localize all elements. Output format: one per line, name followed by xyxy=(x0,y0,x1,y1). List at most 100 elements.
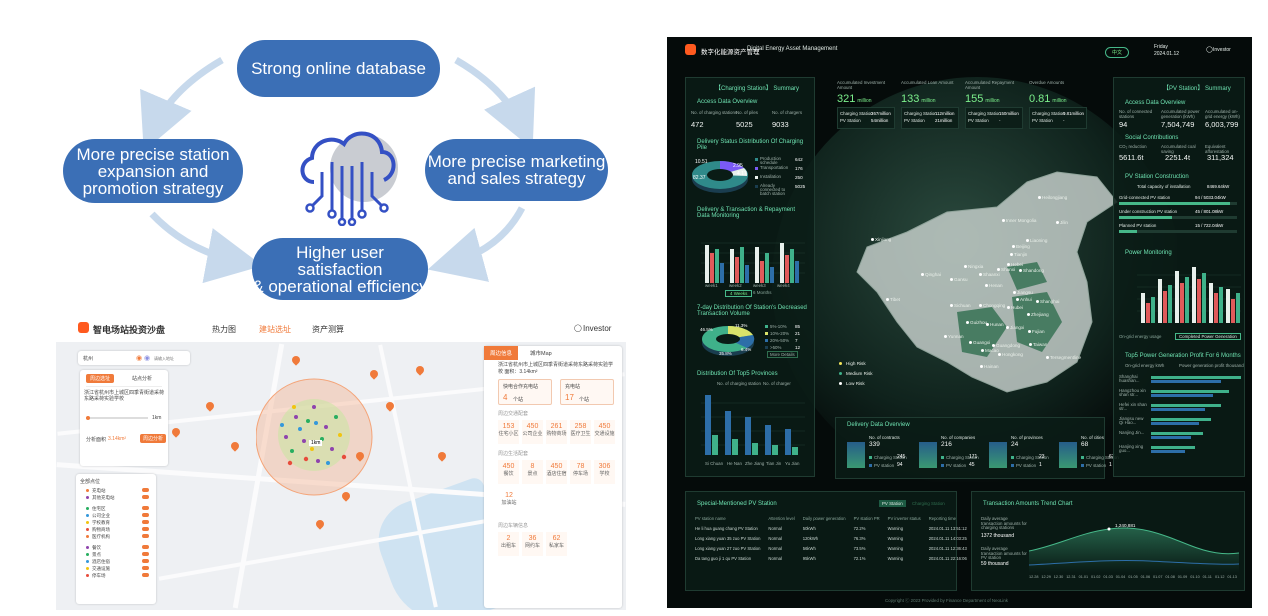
city-marker[interactable] xyxy=(921,273,924,276)
city-marker[interactable] xyxy=(1046,356,1049,359)
city-select[interactable]: 杭州 xyxy=(83,356,94,362)
city-marker[interactable] xyxy=(1027,313,1030,316)
capacity-value: 8469.64kW xyxy=(1207,184,1230,189)
station-pin[interactable] xyxy=(204,400,216,412)
legend-toggle[interactable] xyxy=(142,559,149,563)
x-tick-label: 01.12 xyxy=(1215,575,1225,579)
station-pin[interactable] xyxy=(170,426,182,438)
city-marker[interactable] xyxy=(1010,253,1013,256)
legend-toggle[interactable] xyxy=(142,520,149,524)
card-charging-stations[interactable]: 充电站 17 个站 xyxy=(560,379,614,405)
station-pin[interactable] xyxy=(414,364,426,376)
city-marker[interactable] xyxy=(979,304,982,307)
legend-toggle[interactable] xyxy=(142,566,149,570)
stat-item: 36 网约车 xyxy=(522,532,543,556)
legend-toggle[interactable] xyxy=(142,506,149,510)
nav-site-selection[interactable]: 建站选址 xyxy=(259,325,291,334)
toggle-6-months[interactable]: 6 Months xyxy=(753,290,772,295)
legend-toggle[interactable] xyxy=(142,545,149,549)
tab-city-map[interactable]: 城市Map xyxy=(530,351,552,357)
city-marker[interactable] xyxy=(1013,291,1016,294)
city-marker[interactable] xyxy=(1019,269,1022,272)
city-marker[interactable] xyxy=(950,278,953,281)
city-marker[interactable] xyxy=(992,344,995,347)
nav-heatmap[interactable]: 热力图 xyxy=(212,325,236,334)
city-marker[interactable] xyxy=(871,238,874,241)
toggle-on-grid[interactable]: On-grid energy usage xyxy=(1119,334,1162,339)
city-marker[interactable] xyxy=(1007,263,1010,266)
stat-label: 加油站 xyxy=(501,500,517,506)
stat-value: 450 xyxy=(502,463,515,470)
city-marker[interactable] xyxy=(980,365,983,368)
legend-toggle[interactable] xyxy=(142,495,149,499)
tab-station-analysis[interactable]: 站点分析 xyxy=(132,376,153,382)
radius-slider[interactable] xyxy=(86,417,148,419)
overview-pv-label: PV station xyxy=(946,463,967,468)
layer-icon[interactable]: ◉ xyxy=(144,355,151,362)
city-marker[interactable] xyxy=(886,298,889,301)
construction-progress xyxy=(1119,230,1137,233)
search-input[interactable] xyxy=(154,354,184,362)
legend-toggle[interactable] xyxy=(142,552,149,556)
city-marker[interactable] xyxy=(944,335,947,338)
city-marker[interactable] xyxy=(969,341,972,344)
bar xyxy=(1175,271,1179,323)
city-marker[interactable] xyxy=(998,353,1001,356)
legend-toggle[interactable] xyxy=(142,573,149,577)
city-marker[interactable] xyxy=(979,273,982,276)
legend-toggle[interactable] xyxy=(142,534,149,538)
table-row[interactable]: Long xiang yuan 27 zuo PV Station Normal 5… xyxy=(691,543,971,553)
more-details-button[interactable]: More Details xyxy=(767,351,798,358)
nav-asset-calc[interactable]: 资产测算 xyxy=(312,325,344,334)
station-pin[interactable] xyxy=(290,354,302,366)
table-row[interactable]: Da tang guo ji 1 qu PV Station Normal 95kW… xyxy=(691,553,971,563)
card-partner-stations[interactable]: 快电合作充电站 4 个站 xyxy=(498,379,552,405)
locate-icon[interactable]: ◉ xyxy=(136,355,143,362)
city-marker[interactable] xyxy=(981,349,984,352)
station-pin[interactable] xyxy=(314,518,326,530)
city-marker[interactable] xyxy=(950,304,953,307)
city-marker[interactable] xyxy=(986,323,989,326)
city-marker[interactable] xyxy=(1002,219,1005,222)
station-pin[interactable] xyxy=(436,450,448,462)
city-marker[interactable] xyxy=(1016,298,1019,301)
divider xyxy=(86,386,162,387)
city-marker[interactable] xyxy=(985,284,988,287)
legend-toggle[interactable] xyxy=(142,513,149,517)
city-marker[interactable] xyxy=(1028,330,1031,333)
city-marker[interactable] xyxy=(966,321,969,324)
toggle-completed-generation[interactable]: Completed Power Generation xyxy=(1175,333,1241,340)
city-marker[interactable] xyxy=(997,268,1000,271)
tab-nearby[interactable]: 周边选址 xyxy=(86,374,115,383)
legend-toggle[interactable] xyxy=(142,488,149,492)
user-icon[interactable]: ◯ xyxy=(574,325,582,332)
user-name[interactable]: Investor xyxy=(1213,47,1231,53)
city-marker[interactable] xyxy=(1056,221,1059,224)
tab-nearby-info[interactable]: 周边信息 xyxy=(484,346,519,360)
search-bar[interactable]: 杭州 ◉ ◉ xyxy=(78,351,190,365)
city-marker[interactable] xyxy=(1012,245,1015,248)
city-marker[interactable] xyxy=(1029,343,1032,346)
table-row[interactable]: He li hua guang chang PV Station Normal 50… xyxy=(691,523,971,533)
analyze-button[interactable]: 周边分析 xyxy=(140,434,167,443)
user-name[interactable]: Investor xyxy=(583,324,612,333)
area-value: 3.14km² xyxy=(108,436,127,442)
bar xyxy=(705,395,711,455)
tab-charging-station[interactable]: Charging Station xyxy=(912,501,945,506)
city-marker[interactable] xyxy=(1007,306,1010,309)
province-label: Tersegmentline xyxy=(1050,355,1082,360)
table-row[interactable]: Long xiang yuan 35 zuo PV Station Normal 1… xyxy=(691,533,971,543)
city-map[interactable]: 杭州 ◉ ◉ 周边选址 站点分析 浙江省杭州市上城区四季青街道采荷东路采荷实验学… xyxy=(56,342,626,610)
city-marker[interactable] xyxy=(1038,196,1041,199)
language-toggle[interactable]: 中文 xyxy=(1105,47,1130,58)
legend-toggle[interactable] xyxy=(142,527,149,531)
city-marker[interactable] xyxy=(964,265,967,268)
station-pin[interactable] xyxy=(229,440,241,452)
radius-slider-handle[interactable] xyxy=(86,416,90,420)
city-marker[interactable] xyxy=(1026,239,1029,242)
user-icon[interactable]: ◯ xyxy=(1206,47,1213,53)
city-marker[interactable] xyxy=(1006,326,1009,329)
toggle-4-weeks[interactable]: 4 Weeks xyxy=(725,290,753,297)
tab-pv-station[interactable]: PV Station xyxy=(879,500,906,507)
city-marker[interactable] xyxy=(1036,300,1039,303)
